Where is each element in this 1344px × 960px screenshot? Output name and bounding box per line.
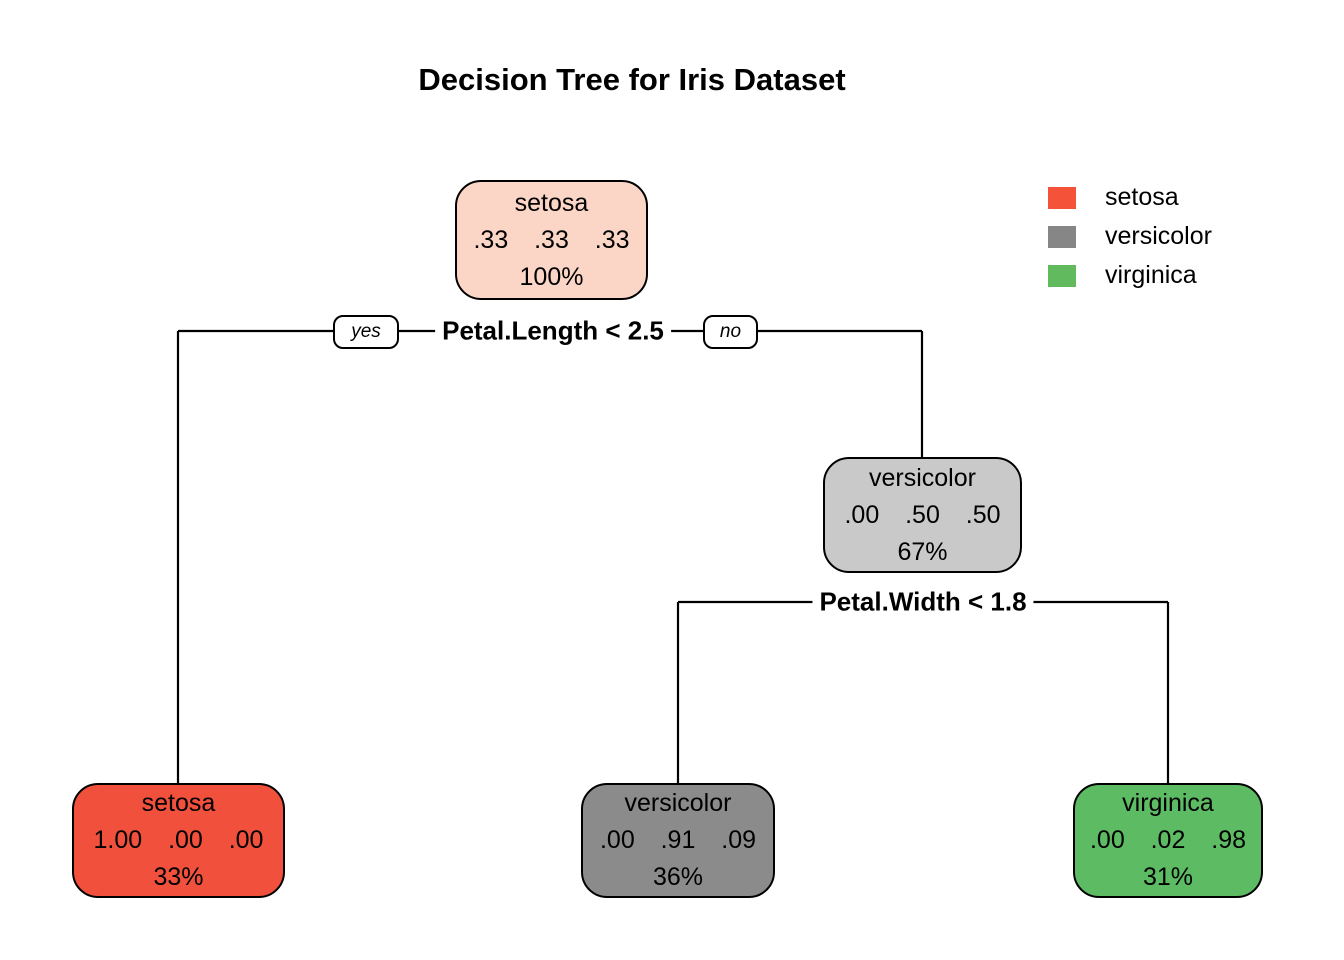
node-probabilities: .00 .91 .09 (599, 826, 757, 854)
legend-swatch-setosa-icon (1048, 186, 1076, 209)
legend-item-versicolor: versicolor (1048, 222, 1212, 250)
node-coverage: 31% (1142, 863, 1194, 891)
node-probabilities: .00 .50 .50 (844, 500, 1001, 529)
branch-no-label: no (719, 321, 742, 342)
tree-leaf-virginica: virginica .00 .02 .98 31% (1073, 783, 1263, 898)
node-class-label: versicolor (624, 789, 732, 817)
tree-node-root: setosa .33 .33 .33 100% (455, 180, 648, 300)
node-coverage: 100% (519, 262, 584, 291)
plot-title: Decision Tree for Iris Dataset (418, 62, 846, 97)
tree-leaf-setosa: setosa 1.00 .00 .00 33% (72, 783, 285, 898)
split-condition-petal-width: Petal.Width < 1.8 (812, 586, 1034, 618)
node-probabilities: .00 .02 .98 (1089, 826, 1247, 854)
tree-leaf-versicolor: versicolor .00 .91 .09 36% (581, 783, 775, 898)
node-class-label: virginica (1122, 789, 1214, 817)
node-coverage: 33% (153, 863, 204, 891)
legend-label: versicolor (1105, 222, 1212, 250)
tree-node-internal-versicolor: versicolor .00 .50 .50 67% (823, 457, 1022, 573)
node-class-label: setosa (514, 188, 589, 217)
node-class-label: setosa (141, 789, 216, 817)
legend-item-virginica: virginica (1048, 261, 1212, 289)
legend-label: virginica (1105, 261, 1197, 289)
legend-swatch-virginica-icon (1048, 264, 1076, 287)
branch-no-badge: no (703, 315, 758, 349)
node-coverage: 36% (652, 863, 704, 891)
branch-yes-label: yes (351, 321, 381, 342)
node-probabilities: .33 .33 .33 (473, 225, 630, 254)
legend-label: setosa (1105, 183, 1179, 211)
node-coverage: 67% (897, 537, 948, 566)
node-class-label: versicolor (869, 463, 976, 492)
legend-item-setosa: setosa (1048, 183, 1212, 211)
legend: setosa versicolor virginica (1048, 183, 1212, 289)
node-probabilities: 1.00 .00 .00 (93, 826, 264, 854)
branch-yes-badge: yes (333, 315, 399, 349)
split-condition-petal-length: Petal.Length < 2.5 (435, 315, 671, 347)
legend-swatch-versicolor-icon (1048, 225, 1076, 248)
